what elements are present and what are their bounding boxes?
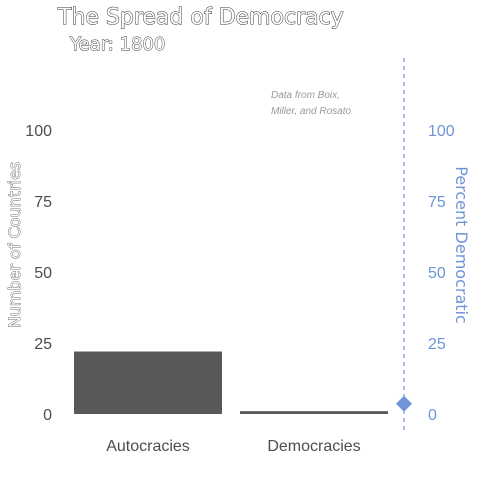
data-source-note-line-1: Data from Boix, — [271, 90, 340, 101]
y-tick-label: 75 — [34, 194, 52, 211]
y-ticks-right: 0 25 50 75 100 — [428, 123, 455, 424]
y-tick-label: 0 — [43, 407, 52, 424]
y-tick-label: 50 — [34, 265, 52, 282]
x-tick-label: Democracies — [267, 438, 360, 455]
secondary-tick-label: 100 — [428, 123, 455, 140]
x-ticks: Autocracies Democracies — [106, 438, 360, 455]
chart-subtitle: Year: 1800 — [69, 34, 165, 55]
secondary-tick-label: 75 — [428, 194, 446, 211]
secondary-tick-label: 25 — [428, 336, 446, 353]
secondary-tick-label: 0 — [428, 407, 437, 424]
data-source-note-line-2: Miller, and Rosato — [271, 106, 351, 117]
y-ticks-left: 0 25 50 75 100 — [25, 123, 52, 424]
bars — [74, 351, 388, 414]
bar-autocracies — [74, 351, 222, 414]
x-tick-label: Autocracies — [106, 438, 190, 455]
y-tick-label: 25 — [34, 336, 52, 353]
percent-democratic-marker — [396, 395, 412, 412]
y-tick-label: 100 — [25, 123, 52, 140]
secondary-tick-label: 50 — [428, 265, 446, 282]
chart-title: The Spread of Democracy — [57, 5, 344, 30]
secondary-axis-label: Percent Democratic — [452, 166, 471, 324]
y-axis-label: Number of Countries — [5, 162, 24, 329]
percent-democratic-layer — [396, 395, 412, 412]
bar-democracies — [240, 411, 388, 414]
